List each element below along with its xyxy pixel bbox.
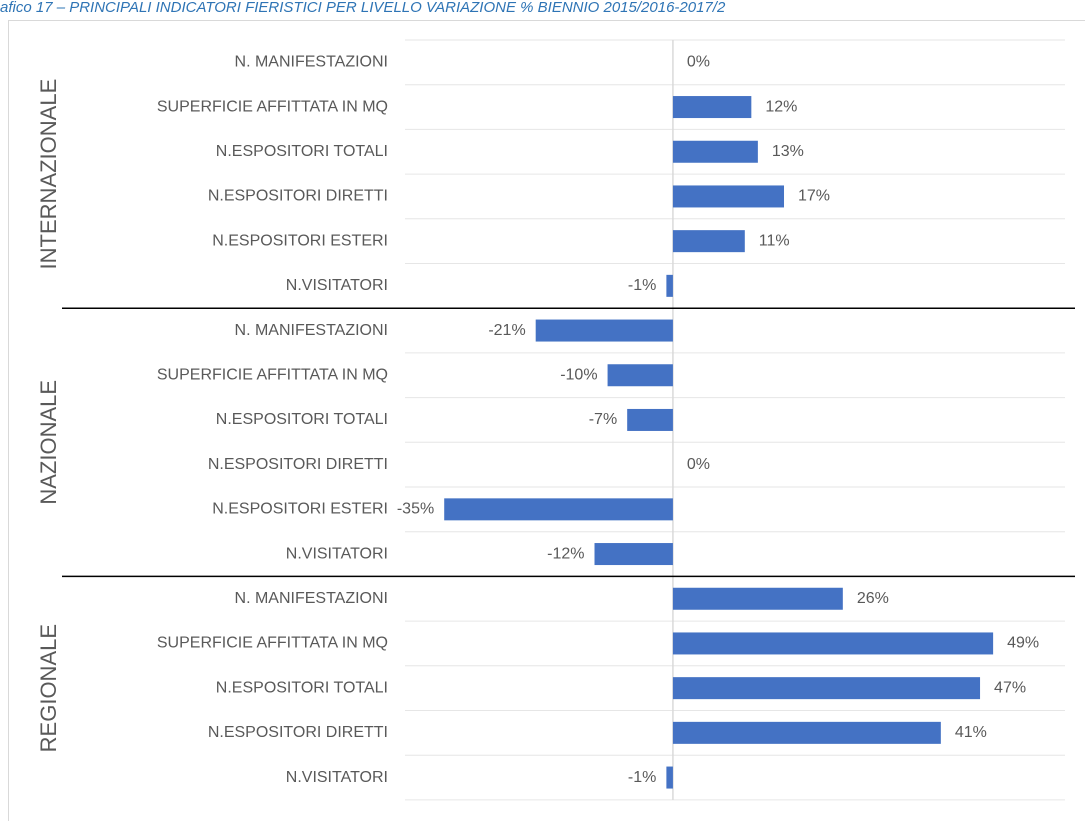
category-label: N.VISITATORI bbox=[286, 545, 388, 562]
value-label: 26% bbox=[857, 590, 889, 607]
bar bbox=[627, 408, 673, 431]
bar bbox=[666, 274, 673, 297]
category-label: N.ESPOSITORI ESTERI bbox=[212, 232, 388, 249]
group-label: NAZIONALE bbox=[36, 380, 61, 505]
bar bbox=[672, 677, 981, 700]
bar bbox=[607, 364, 673, 387]
value-label: 0% bbox=[687, 456, 710, 473]
category-label: SUPERFICIE AFFITTATA IN MQ bbox=[157, 366, 388, 383]
value-label: -35% bbox=[397, 501, 434, 518]
category-label: N. MANIFESTAZIONI bbox=[235, 590, 388, 607]
bar bbox=[535, 319, 673, 342]
bar bbox=[666, 766, 673, 789]
bar bbox=[672, 140, 758, 163]
category-label: N.ESPOSITORI TOTALI bbox=[216, 143, 388, 160]
value-label: -7% bbox=[589, 411, 617, 428]
category-label: N.ESPOSITORI TOTALI bbox=[216, 679, 388, 696]
category-label: N. MANIFESTAZIONI bbox=[235, 322, 388, 339]
value-label: 0% bbox=[687, 54, 710, 71]
category-label: N.VISITATORI bbox=[286, 277, 388, 294]
bar bbox=[594, 543, 673, 566]
category-label: N.ESPOSITORI DIRETTI bbox=[208, 456, 388, 473]
category-label: SUPERFICIE AFFITTATA IN MQ bbox=[157, 98, 388, 115]
group-label: REGIONALE bbox=[36, 624, 61, 752]
value-label: -1% bbox=[628, 769, 656, 786]
bar bbox=[672, 230, 745, 253]
bar bbox=[672, 96, 752, 119]
bar bbox=[672, 587, 843, 610]
bar bbox=[672, 632, 994, 655]
category-label: SUPERFICIE AFFITTATA IN MQ bbox=[157, 635, 388, 652]
category-label: N.ESPOSITORI ESTERI bbox=[212, 501, 388, 518]
category-label: N. MANIFESTAZIONI bbox=[235, 54, 388, 71]
value-label: 12% bbox=[765, 98, 797, 115]
value-label: 17% bbox=[798, 188, 830, 205]
bar bbox=[672, 721, 941, 744]
bar bbox=[672, 185, 785, 208]
value-label: -12% bbox=[547, 545, 584, 562]
chart-title: afico 17 – PRINCIPALI INDICATORI FIERIST… bbox=[0, 0, 726, 16]
value-label: -10% bbox=[560, 366, 597, 383]
group-label: INTERNAZIONALE bbox=[36, 79, 61, 270]
bar bbox=[444, 498, 673, 521]
value-label: 13% bbox=[772, 143, 804, 160]
category-label: N.ESPOSITORI DIRETTI bbox=[208, 188, 388, 205]
category-label: N.ESPOSITORI TOTALI bbox=[216, 411, 388, 428]
value-label: 47% bbox=[994, 679, 1026, 696]
value-label: 49% bbox=[1007, 635, 1039, 652]
chart-frame bbox=[8, 20, 1085, 821]
value-label: 11% bbox=[759, 232, 790, 249]
value-label: -1% bbox=[628, 277, 656, 294]
category-label: N.VISITATORI bbox=[286, 769, 388, 786]
category-label: N.ESPOSITORI DIRETTI bbox=[208, 724, 388, 741]
value-label: 41% bbox=[955, 724, 987, 741]
value-label: -21% bbox=[488, 322, 525, 339]
